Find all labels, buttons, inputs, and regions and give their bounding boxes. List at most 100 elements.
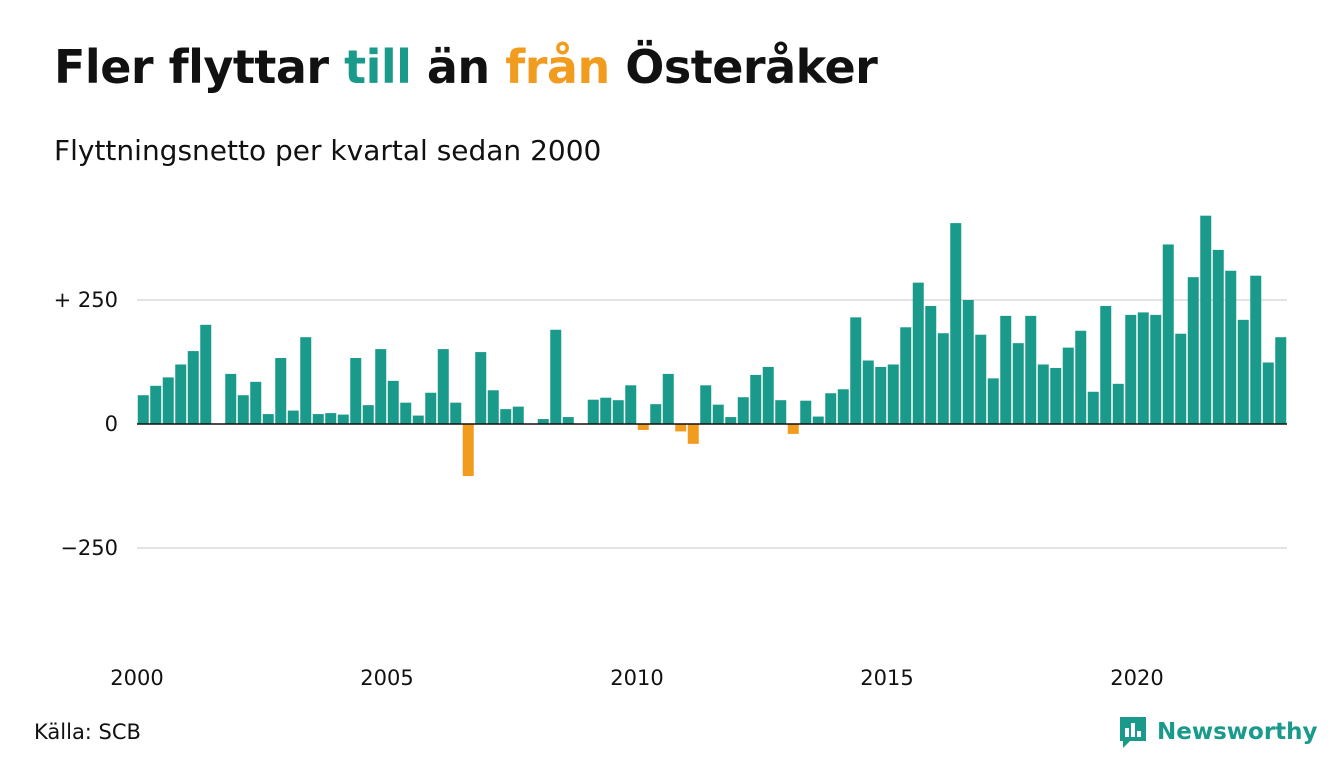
chart-subtitle: Flyttningsnetto per kvartal sedan 2000 <box>54 134 602 167</box>
bar <box>687 424 699 444</box>
bar <box>425 392 437 424</box>
x-tick-label: 2015 <box>860 666 913 690</box>
bar <box>1000 315 1012 424</box>
bar <box>387 380 399 424</box>
bar <box>900 327 912 424</box>
bar <box>887 364 899 424</box>
brand-name: Newsworthy <box>1157 719 1318 745</box>
bar <box>1150 314 1162 424</box>
bar <box>312 414 324 424</box>
bar <box>187 351 199 424</box>
bar <box>1012 343 1024 424</box>
bar <box>962 300 974 424</box>
bar <box>625 385 637 424</box>
bar <box>500 409 512 424</box>
x-tick-label: 2000 <box>110 666 163 690</box>
bar <box>600 397 612 424</box>
bar <box>1062 347 1074 424</box>
bar <box>412 415 424 424</box>
gridlines <box>137 299 1287 549</box>
axes: + 250 0 −250 2000 2005 2010 2015 2020 <box>54 288 1287 690</box>
brand-logo: Newsworthy <box>1118 714 1318 750</box>
bar <box>700 385 712 424</box>
x-tick-label: 2020 <box>1110 666 1163 690</box>
bar <box>775 400 787 424</box>
bar <box>550 329 562 424</box>
bar <box>1025 315 1037 424</box>
bar <box>762 366 774 424</box>
bar <box>950 223 962 424</box>
bar <box>637 424 649 430</box>
bar <box>1262 362 1274 424</box>
bar <box>612 400 624 424</box>
bar <box>675 424 687 432</box>
bar <box>875 366 887 424</box>
bar <box>1212 249 1224 424</box>
bar <box>225 373 237 424</box>
newsworthy-logo-icon <box>1120 717 1146 748</box>
bar <box>1087 391 1099 424</box>
bar <box>275 358 287 424</box>
bar <box>562 417 574 424</box>
bar <box>512 406 524 424</box>
title-word-fran: från <box>505 40 610 94</box>
chart-title: Fler flyttar till än från Österåker <box>54 40 878 94</box>
bar <box>1125 314 1137 424</box>
bar <box>587 399 599 424</box>
bar <box>400 402 412 424</box>
title-part-3: än <box>411 40 506 94</box>
y-tick-label: 0 <box>105 412 118 436</box>
bar <box>850 317 862 424</box>
bar <box>475 352 487 424</box>
bar <box>287 410 299 424</box>
bar <box>862 360 874 424</box>
x-tick-label: 2010 <box>610 666 663 690</box>
y-tick-label: −250 <box>60 536 118 560</box>
bar <box>1175 333 1187 424</box>
bar <box>1275 337 1287 424</box>
bar <box>175 364 187 424</box>
bar <box>262 414 274 424</box>
bar <box>1100 305 1112 424</box>
bar <box>362 405 374 424</box>
bar <box>737 397 749 424</box>
title-part-1: Fler flyttar <box>54 40 345 94</box>
bar <box>1112 383 1124 424</box>
bar <box>137 395 149 424</box>
bar <box>150 385 162 424</box>
bar <box>337 414 349 424</box>
bar <box>650 404 662 424</box>
bar <box>1162 244 1174 424</box>
bar <box>1250 275 1262 424</box>
bar <box>450 402 462 424</box>
bar <box>825 393 837 424</box>
bar <box>437 349 449 424</box>
bar <box>987 378 999 424</box>
bar <box>200 324 212 424</box>
title-word-till: till <box>344 40 412 94</box>
bar <box>937 333 949 424</box>
bar <box>462 424 474 477</box>
bar <box>925 305 937 424</box>
bar <box>1187 277 1199 424</box>
bar <box>350 358 362 424</box>
title-part-5: Österåker <box>609 40 878 94</box>
source-note: Källa: SCB <box>34 720 141 744</box>
bar <box>725 417 737 424</box>
bar <box>237 395 249 424</box>
bar <box>750 374 762 424</box>
bar <box>1037 364 1049 424</box>
bars <box>137 215 1287 477</box>
bar <box>1075 330 1087 424</box>
bar <box>1200 215 1212 424</box>
bar <box>787 424 799 434</box>
bar <box>1237 319 1249 424</box>
bar <box>662 373 674 424</box>
bar <box>1137 312 1149 424</box>
bar <box>1050 367 1062 424</box>
x-tick-label: 2005 <box>360 666 413 690</box>
bar <box>162 377 174 424</box>
bar <box>912 282 924 424</box>
bar <box>975 334 987 424</box>
bar <box>800 400 812 424</box>
